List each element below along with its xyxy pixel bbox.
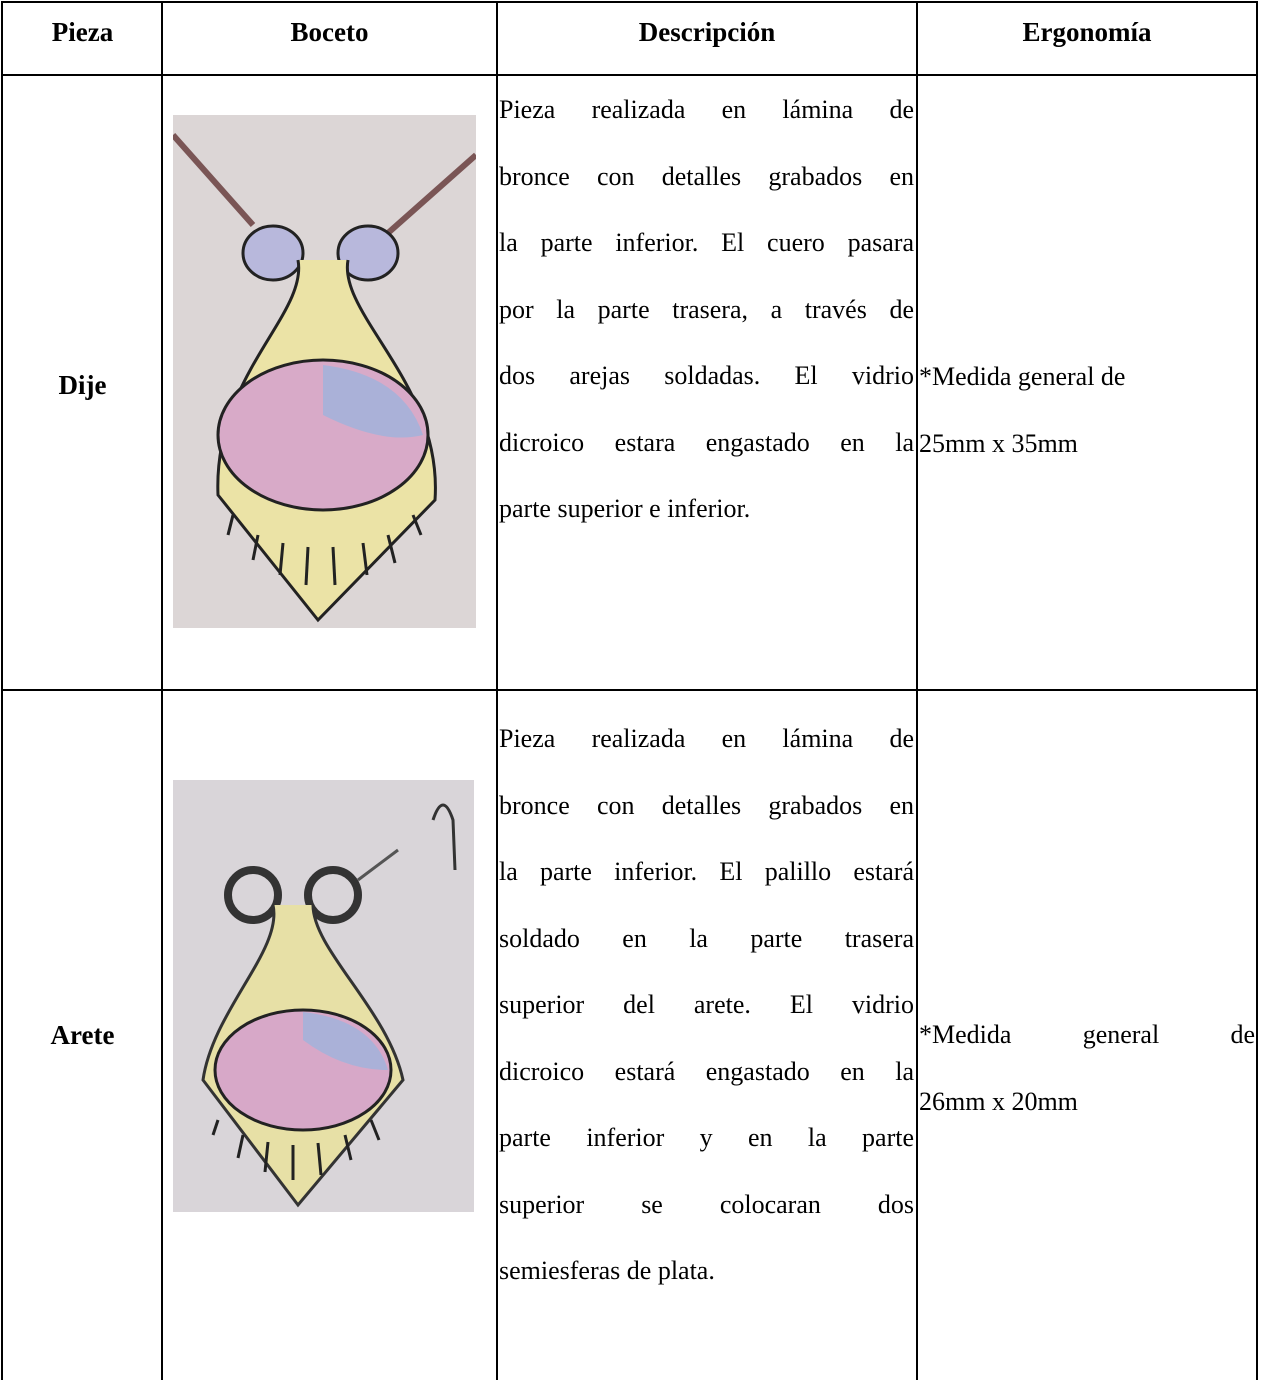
description-line: superior del arete. El vidrio — [499, 990, 914, 1019]
border — [1, 1, 3, 1380]
piece-name: Arete — [50, 1020, 115, 1050]
description-line: Pieza realizada en lámina de — [499, 724, 914, 753]
border — [1, 689, 1258, 691]
description-line: parte inferior y en la parte — [499, 1123, 914, 1152]
description-line: superior se colocaran dos — [499, 1189, 914, 1219]
border — [1, 1, 1258, 3]
sketch-earring — [173, 780, 474, 1212]
description-line: Pieza realizada en lámina de — [499, 95, 914, 124]
description-line: dos arejas soldadas. El vidrio — [499, 361, 914, 390]
piece-name: Dije — [58, 370, 107, 400]
description-line: parte superior e inferior. — [499, 494, 751, 523]
border — [1256, 1, 1258, 1380]
sketch-pendant — [173, 115, 476, 628]
description-line: la parte inferior. El palillo estará — [499, 857, 914, 886]
ergonomia-line: *Medida general de — [919, 1020, 1255, 1049]
border — [496, 1, 498, 1380]
description-line: bronce con detalles grabados en — [499, 161, 914, 191]
ergonomia-line: *Medida general de — [919, 362, 1126, 391]
header-cell: Boceto — [290, 17, 369, 47]
header-cell: Pieza — [51, 17, 114, 47]
description-line: bronce con detalles grabados en — [499, 790, 914, 820]
ergonomia-line: 25mm x 35mm — [919, 428, 1078, 458]
description-line: por la parte trasera, a través de — [499, 294, 914, 324]
description-line: semiesferas de plata. — [499, 1256, 715, 1285]
border — [1, 74, 1258, 76]
description-line: la parte inferior. El cuero pasara — [499, 228, 914, 257]
header-cell: Ergonomía — [1022, 17, 1152, 47]
ergonomia-line: 26mm x 20mm — [919, 1086, 1078, 1116]
description-line: dicroico estara engastado en la — [499, 427, 914, 457]
description-line: dicroico estará engastado en la — [499, 1056, 914, 1086]
description-line: soldado en la parte trasera — [499, 923, 914, 953]
border — [916, 1, 918, 1380]
border — [161, 1, 163, 1380]
header-cell: Descripción — [638, 17, 776, 47]
